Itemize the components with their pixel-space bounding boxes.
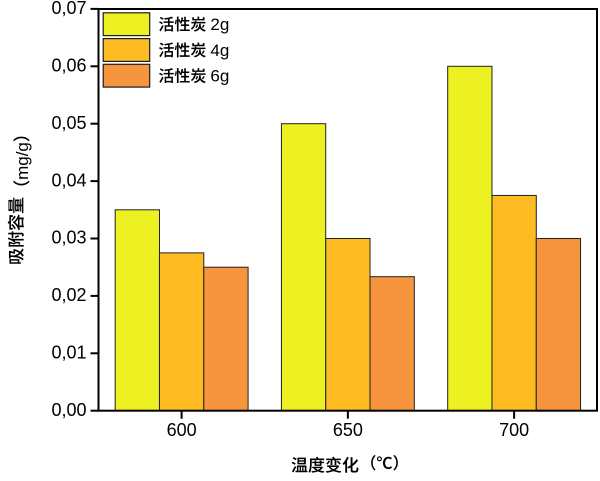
svg-text:0,00: 0,00 [51,400,86,420]
svg-text:0,01: 0,01 [51,343,86,363]
svg-text:650: 650 [333,420,363,440]
svg-text:0,05: 0,05 [51,113,86,133]
svg-text:600: 600 [167,420,197,440]
svg-text:0,04: 0,04 [51,170,86,190]
svg-text:4g: 4g [210,41,229,60]
svg-text:0,07: 0,07 [51,0,86,18]
svg-text:mg/g: mg/g [13,142,32,180]
svg-text:0,06: 0,06 [51,56,86,76]
svg-text:0,03: 0,03 [51,228,86,248]
svg-text:700: 700 [499,420,529,440]
svg-text:2g: 2g [210,15,229,34]
svg-text:0,02: 0,02 [51,285,86,305]
svg-text:6g: 6g [210,67,229,86]
